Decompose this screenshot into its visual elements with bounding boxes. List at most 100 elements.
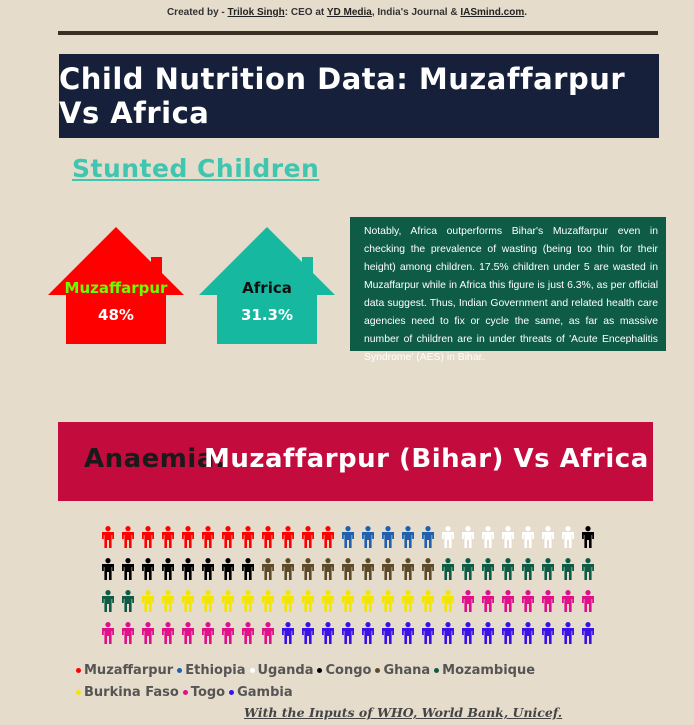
person-icon-uganda [542, 526, 554, 548]
legend-dot-icon [76, 668, 81, 673]
person-icon-gambia [442, 622, 454, 644]
person-icon-gambia [322, 622, 334, 644]
legend-item-muzaffarpur: Muzaffarpur [76, 660, 173, 682]
legend-label: Burkina Faso [84, 685, 179, 700]
title-banner: Child Nutrition Data: Muzaffarpur Vs Afr… [59, 54, 659, 138]
person-icon-congo [141, 558, 154, 580]
person-icon-mozambique [442, 558, 454, 580]
legend-item-burkina-faso: Burkina Faso [76, 682, 179, 704]
house-africa-icon [199, 227, 335, 344]
person-icon-togo [201, 622, 214, 644]
person-icon-gambia [282, 622, 294, 644]
person-icon-burkina-faso [382, 590, 394, 612]
credit-line: Created by - Trilok Singh: CEO at YD Med… [0, 7, 694, 18]
person-icon-muzaffarpur [181, 526, 194, 548]
person-icon-uganda [562, 526, 574, 548]
person-icon-congo [582, 526, 594, 548]
legend-dot-icon [317, 668, 323, 673]
person-icon-congo [121, 558, 134, 580]
person-icon-uganda [482, 526, 494, 548]
person-icon-burkina-faso [402, 590, 414, 612]
person-icon-togo [262, 622, 274, 644]
person-icon-togo [121, 622, 134, 644]
person-icon-togo [141, 622, 154, 644]
person-icon-gambia [562, 622, 574, 644]
person-icon-togo [542, 590, 554, 612]
house-africa: Africa 31.3% [199, 227, 335, 344]
legend-item-mozambique: Mozambique [434, 660, 535, 682]
person-icon-burkina-faso [302, 590, 314, 612]
person-icon-togo [482, 590, 494, 612]
person-icon-ghana [322, 558, 334, 580]
company-link[interactable]: YD Media [326, 7, 372, 18]
person-icon-burkina-faso [282, 590, 294, 612]
page-title: Child Nutrition Data: Muzaffarpur Vs Afr… [59, 62, 626, 130]
person-icon-togo [241, 622, 254, 644]
person-icon-gambia [302, 622, 314, 644]
person-icon-congo [241, 558, 254, 580]
person-icon-mozambique [102, 590, 114, 612]
house-muzaffarpur-icon [48, 227, 184, 344]
house-label-africa: Africa [242, 279, 292, 297]
person-icon-congo [181, 558, 194, 580]
person-icon-togo [582, 590, 594, 612]
person-icon-gambia [362, 622, 374, 644]
person-icon-muzaffarpur [221, 526, 234, 548]
person-icon-ghana [422, 558, 434, 580]
person-icon-ethiopia [402, 526, 414, 548]
legend-dot-icon [76, 690, 81, 695]
person-icon-mozambique [462, 558, 474, 580]
legend-dot-icon [229, 690, 235, 695]
person-icon-gambia [542, 622, 554, 644]
person-icon-ghana [342, 558, 354, 580]
house-value-africa: 31.3% [240, 306, 294, 324]
person-icon-congo [221, 558, 234, 580]
person-icon-congo [102, 558, 114, 580]
legend-item-congo: Congo [317, 660, 371, 682]
person-icon-congo [161, 558, 174, 580]
person-icon-burkina-faso [241, 590, 254, 612]
author-link[interactable]: Trilok Singh [227, 7, 285, 18]
legend-label: Congo [325, 663, 372, 678]
credit-suffix: . [524, 7, 528, 18]
legend-label: Gambia [237, 685, 293, 700]
legend-label: Muzaffarpur [84, 663, 174, 678]
person-icon-burkina-faso [221, 590, 234, 612]
legend-item-uganda: Uganda [249, 660, 313, 682]
credit-mid2: , India's Journal & [371, 7, 461, 18]
legend-dot-icon [249, 668, 255, 673]
person-icon-muzaffarpur [241, 526, 254, 548]
source-note: With the Inputs of WHO, World Bank, Unic… [244, 705, 563, 720]
top-divider [58, 31, 658, 35]
anaemia-banner: Anaemia: Muzaffarpur (Bihar) Vs Africa [58, 422, 653, 501]
person-icon-mozambique [522, 558, 534, 580]
person-icon-muzaffarpur [102, 526, 114, 548]
person-icon-muzaffarpur [141, 526, 154, 548]
pictogram-legend: Muzaffarpur Ethiopia Uganda Congo Ghana Mozam… [76, 660, 636, 704]
person-icon-burkina-faso [161, 590, 174, 612]
person-icon-ethiopia [382, 526, 394, 548]
credit-prefix: Created by - [166, 7, 228, 18]
person-icon-muzaffarpur [302, 526, 314, 548]
person-icon-togo [161, 622, 174, 644]
legend-dot-icon [177, 668, 183, 673]
house-label-muzaffarpur: Muzaffarpur [64, 279, 168, 297]
person-icon-mozambique [542, 558, 554, 580]
person-icon-ghana [362, 558, 374, 580]
anaemia-title-light: Muzaffarpur (Bihar) Vs Africa [204, 444, 649, 474]
person-icon-ghana [302, 558, 314, 580]
person-icon-burkina-faso [181, 590, 194, 612]
person-icon-mozambique [482, 558, 494, 580]
legend-dot-icon [434, 668, 440, 673]
person-icon-burkina-faso [201, 590, 214, 612]
person-icon-ghana [382, 558, 394, 580]
person-icon-togo [502, 590, 514, 612]
person-icon-mozambique [582, 558, 594, 580]
person-icon-burkina-faso [322, 590, 334, 612]
person-icon-burkina-faso [442, 590, 454, 612]
person-icon-gambia [582, 622, 594, 644]
person-icon-gambia [342, 622, 354, 644]
person-icon-ghana [282, 558, 294, 580]
site-link[interactable]: IASmind.com [460, 7, 525, 18]
